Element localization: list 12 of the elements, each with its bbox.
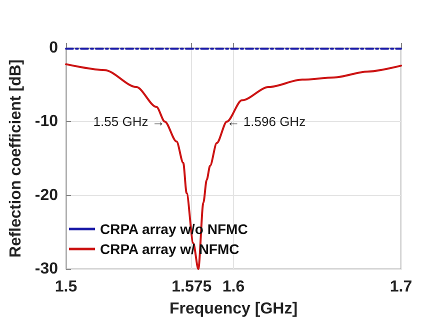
x-tick-label: 1.575: [172, 278, 212, 296]
y-tick-label: -30: [34, 260, 58, 278]
annotation: 1.55 GHz →: [93, 114, 165, 130]
x-tick-label: 1.5: [54, 278, 78, 296]
annotation: ← 1.596 GHz: [226, 114, 306, 130]
x-tick-label: 1.7: [390, 278, 412, 296]
x-tick-label: 1.6: [222, 278, 245, 296]
y-tick-label: -10: [34, 113, 58, 130]
y-tick-label: -20: [34, 186, 58, 204]
y-tick-label: 0: [49, 40, 58, 56]
x-axis-title: Frequency [GHz]: [170, 300, 298, 318]
y-axis-title: Reflection coefficient [dB]: [8, 59, 24, 258]
